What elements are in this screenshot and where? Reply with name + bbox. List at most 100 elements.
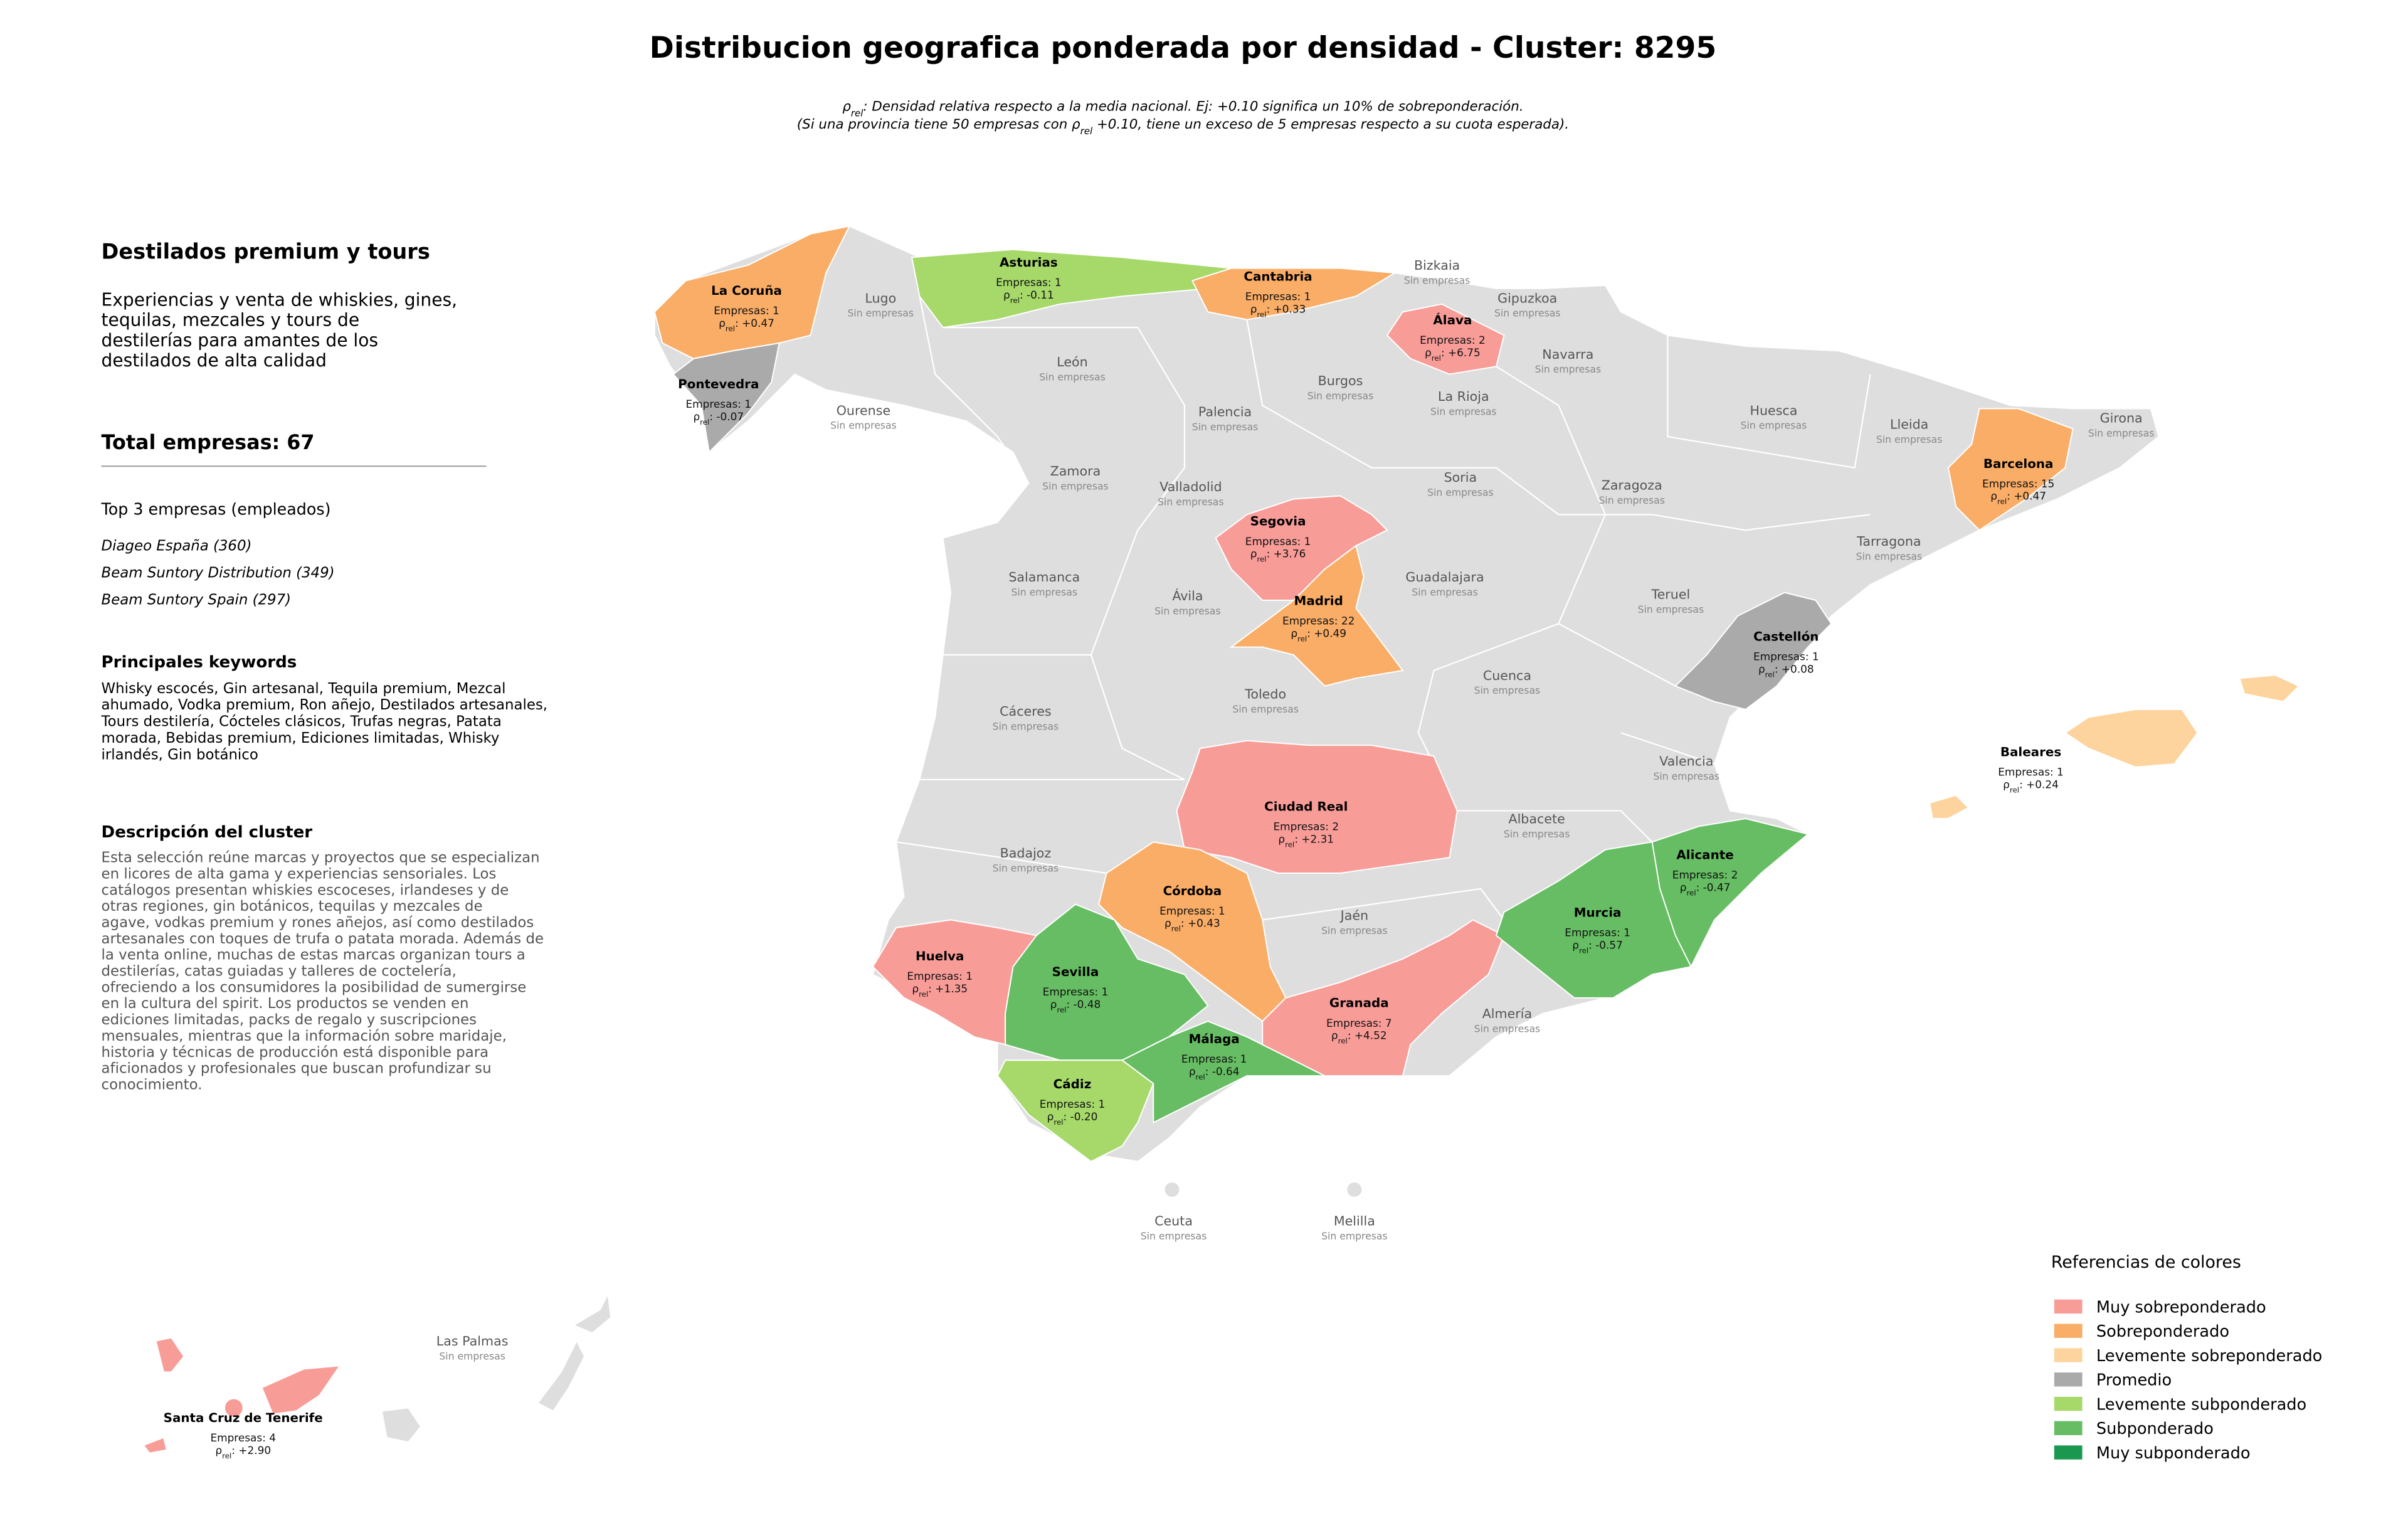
- legend-label: Muy sobreponderado: [2096, 1298, 2266, 1317]
- description-line: en licores de alta gama y experiencias s…: [102, 866, 497, 882]
- province-density: ρrel: +1.35: [912, 982, 968, 999]
- province-companies: Sin empresas: [1141, 1230, 1207, 1242]
- province-shape: [1262, 919, 1505, 1077]
- notes: ρrel: Densidad relativa respecto a la me…: [797, 99, 1569, 137]
- province-shape: [2239, 674, 2300, 703]
- top-company: Diageo España (360): [102, 538, 252, 554]
- tagline-line: destilerías para amantes de los: [102, 330, 378, 351]
- province-name: Jaén: [1339, 908, 1368, 923]
- text-part: : +1.35: [928, 982, 968, 995]
- keywords-line: irlandés, Gin botánico: [102, 746, 258, 763]
- top-company: Beam Suntory Spain (297): [102, 592, 292, 608]
- text-part: : +2.90: [231, 1444, 271, 1456]
- province-companies: Sin empresas: [1741, 420, 1807, 432]
- province-shape: [381, 1407, 422, 1443]
- keywords-line: ahumado, Vodka premium, Ron añejo, Desti…: [102, 697, 548, 713]
- province-companies: Empresas: 1: [1998, 766, 2064, 778]
- cluster-name: Destilados premium y tours: [102, 240, 430, 264]
- province-name: Zaragoza: [1602, 478, 1662, 493]
- province-name: Burgos: [1318, 373, 1363, 388]
- subscript: rel: [1196, 1073, 1205, 1081]
- border: [919, 296, 1030, 484]
- border: [895, 654, 1505, 921]
- province-density: ρrel: +2.90: [215, 1444, 271, 1460]
- province-companies: Empresas: 22: [1282, 615, 1354, 627]
- province-name: Santa Cruz de Tenerife: [164, 1411, 323, 1425]
- province-shape: [1947, 408, 2074, 531]
- description-line: la venta online, muchas de estas marcas …: [102, 947, 525, 963]
- legend-label: Promedio: [2096, 1371, 2172, 1390]
- province-companies: Empresas: 1: [1245, 290, 1311, 303]
- province-shape: [142, 1436, 168, 1454]
- province-density: ρrel: -0.11: [1003, 289, 1054, 305]
- province-labels: Lugo Sin empresas Bizkaia Sin empresas Gipuz…: [164, 255, 2155, 1460]
- text-part: ρ: [1278, 833, 1285, 846]
- note-line: (Si una provincia tiene 50 empresas con …: [797, 117, 1569, 137]
- province-density: ρrel: +2.31: [1278, 833, 1334, 849]
- province-density: ρrel: +0.47: [719, 317, 774, 333]
- province-companies: Empresas: 15: [1982, 477, 2054, 490]
- text-part: : +2.31: [1294, 833, 1334, 846]
- province-name: Cádiz: [1054, 1077, 1092, 1091]
- border: [1667, 335, 1871, 469]
- province-name: Girona: [2100, 411, 2143, 426]
- province-shape: [911, 248, 1233, 329]
- subscript: rel: [1997, 497, 2007, 506]
- note-line: ρrel: Densidad relativa respecto a la me…: [842, 99, 1523, 119]
- tagline-line: tequilas, mezcales y tours de: [102, 310, 360, 331]
- text-part: ρ: [2003, 778, 2010, 791]
- province-companies: Empresas: 2: [1672, 869, 1738, 881]
- text-part: : -0.48: [1067, 998, 1101, 1011]
- top-company: Beam Suntory Distribution (349): [102, 565, 335, 581]
- province-name: Las Palmas: [436, 1334, 509, 1349]
- province-density: ρrel: +0.24: [2003, 778, 2059, 795]
- sidebar: Destilados premium y tours Experiencias y…: [101, 240, 548, 1093]
- legend-swatch: [2054, 1299, 2083, 1314]
- text-part: : +0.33: [1267, 302, 1306, 315]
- text-part: : -0.64: [1205, 1065, 1240, 1078]
- description-line: artesanales con toques de trufa o patata…: [102, 931, 544, 947]
- subscript: rel: [726, 324, 735, 333]
- province-name: Huesca: [1750, 403, 1797, 418]
- text-part: ρ: [1250, 548, 1257, 560]
- province-companies: Sin empresas: [1232, 703, 1299, 715]
- subscript: rel: [1054, 1118, 1063, 1127]
- province-companies: Sin empresas: [1011, 586, 1077, 598]
- province-name: Barcelona: [1983, 457, 2054, 471]
- province-companies: Sin empresas: [993, 862, 1059, 874]
- legend-swatch: [2054, 1396, 2083, 1411]
- province-name: Ciudad Real: [1264, 800, 1348, 814]
- text-part: : -0.57: [1588, 939, 1623, 952]
- province-name: La Rioja: [1438, 389, 1489, 404]
- border: [1246, 319, 1871, 531]
- province-shapes: [142, 225, 2300, 1454]
- subscript: rel: [851, 108, 863, 119]
- province-name: Castellón: [1753, 630, 1819, 644]
- subscript: rel: [919, 990, 928, 999]
- province-name: Baleares: [2000, 745, 2061, 760]
- description-line: en la cultura del spirit. Los productos …: [102, 995, 469, 1012]
- province-name: Murcia: [1574, 906, 1622, 920]
- province-shape: [672, 342, 780, 454]
- total-companies: Total empresas: 67: [102, 430, 315, 454]
- keywords-line: Whisky escocés, Gin artesanal, Tequila p…: [102, 681, 506, 697]
- province-companies: Empresas: 1: [1565, 926, 1630, 939]
- border: [943, 326, 1186, 780]
- subscript: rel: [1297, 634, 1307, 643]
- province-companies: Sin empresas: [1638, 603, 1704, 615]
- province-name: Málaga: [1189, 1032, 1240, 1046]
- province-shape: [1386, 303, 1505, 375]
- description-line: historia y técnicas de producción está d…: [102, 1044, 489, 1061]
- province-companies: Sin empresas: [1412, 586, 1478, 598]
- text-part: ρ: [1050, 998, 1057, 1011]
- text-part: : +0.47: [735, 317, 774, 329]
- subscript: rel: [1010, 296, 1020, 305]
- province-name: Alicante: [1676, 848, 1733, 862]
- province-density: ρrel: -0.64: [1189, 1065, 1240, 1081]
- top-heading: Top 3 empresas (empleados): [101, 499, 331, 518]
- province-name: Toledo: [1244, 687, 1286, 702]
- legend-swatch: [2054, 1421, 2083, 1435]
- text-part: ρ: [1047, 1110, 1054, 1123]
- tagline-line: Experiencias y venta de whiskies, gines,: [102, 289, 458, 310]
